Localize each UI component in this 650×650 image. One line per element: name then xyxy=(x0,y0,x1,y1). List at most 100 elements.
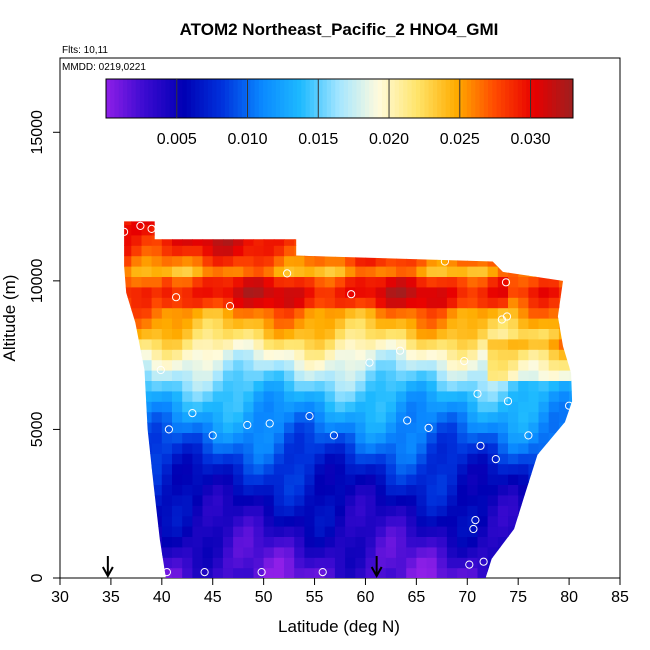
heatmap-cell xyxy=(385,224,397,236)
heatmap-cell xyxy=(558,515,570,527)
observation-point xyxy=(501,278,511,287)
heatmap-cell xyxy=(253,390,265,402)
heatmap-cell xyxy=(243,318,255,329)
observation-point xyxy=(502,312,512,321)
heatmap-cell xyxy=(212,276,224,288)
heatmap-cell xyxy=(233,567,244,578)
heatmap-cell xyxy=(253,370,265,381)
heatmap-cell xyxy=(182,245,193,257)
heatmap-cell xyxy=(304,432,316,444)
heatmap-cell xyxy=(416,297,428,309)
heatmap-cell xyxy=(212,422,224,433)
heatmap-cell xyxy=(212,567,224,578)
heatmap-cell xyxy=(284,390,295,402)
observation-point xyxy=(305,412,314,421)
heatmap-cell xyxy=(222,255,234,267)
heatmap-cell xyxy=(426,526,438,537)
heatmap-cell xyxy=(324,349,336,361)
heatmap-cell xyxy=(314,536,326,548)
heatmap-cell xyxy=(467,349,479,361)
heatmap-cell xyxy=(263,297,275,309)
heatmap-cell xyxy=(385,484,397,496)
heatmap-cell xyxy=(569,318,573,329)
heatmap-cell xyxy=(141,505,153,517)
heatmap-cell xyxy=(314,370,326,381)
heatmap-cell xyxy=(558,221,570,225)
heatmap-cell xyxy=(151,567,163,578)
heatmap-cell xyxy=(548,380,560,392)
heatmap-cell xyxy=(467,546,479,558)
heatmap-cell xyxy=(233,276,244,288)
heatmap-cell xyxy=(233,338,244,350)
heatmap-cell xyxy=(284,557,295,569)
heatmap-cell xyxy=(253,515,265,527)
heatmap-cell xyxy=(124,484,132,496)
heatmap-cell xyxy=(375,286,387,298)
observation-point xyxy=(469,524,478,534)
heatmap-cell xyxy=(548,484,560,496)
heatmap-cell xyxy=(416,567,428,578)
heatmap-cell xyxy=(477,432,489,444)
heatmap-cell xyxy=(528,557,540,569)
heatmap-cell xyxy=(243,276,255,288)
heatmap-cell xyxy=(304,453,316,465)
heatmap-cell xyxy=(569,484,573,496)
observation-point xyxy=(172,293,181,302)
heatmap-cell xyxy=(477,349,489,361)
heatmap-cell xyxy=(182,276,193,288)
heatmap-cell xyxy=(334,432,346,444)
heatmap-cell xyxy=(202,349,214,361)
heatmap-cell xyxy=(314,255,326,267)
heatmap-cell xyxy=(345,307,356,319)
heatmap-cell xyxy=(538,390,550,402)
heatmap-cell xyxy=(518,546,529,558)
heatmap-cell xyxy=(426,307,438,319)
heatmap-cell xyxy=(284,484,295,496)
colorbar-segment xyxy=(526,79,532,118)
heatmap-cell xyxy=(233,505,244,517)
heatmap-cell xyxy=(334,453,346,465)
observation-point xyxy=(156,365,165,375)
heatmap-cell xyxy=(141,245,153,257)
heatmap-cell xyxy=(508,245,519,257)
heatmap-cell xyxy=(284,245,295,257)
heatmap-cell xyxy=(273,453,285,465)
heatmap-cell xyxy=(497,224,509,236)
heatmap-cell xyxy=(304,422,316,433)
heatmap-cell xyxy=(569,221,573,225)
heatmap-cell xyxy=(355,297,367,309)
heatmap-cell xyxy=(141,453,153,465)
heatmap-cell xyxy=(487,526,499,537)
heatmap-cell xyxy=(345,276,356,288)
heatmap-cell xyxy=(569,380,573,392)
colorbar-segment xyxy=(398,79,404,118)
heatmap-cell xyxy=(243,536,255,548)
heatmap-cell xyxy=(304,245,316,257)
heatmap-cell xyxy=(548,422,560,433)
heatmap-cell xyxy=(436,328,448,340)
heatmap-cell xyxy=(355,432,367,444)
heatmap-cell xyxy=(497,307,509,319)
heatmap-cell xyxy=(487,484,499,496)
observation-point xyxy=(329,431,338,440)
heatmap-cell xyxy=(477,536,489,548)
heatmap-cell xyxy=(182,536,193,548)
heatmap-cell xyxy=(446,442,458,454)
heatmap-cell xyxy=(528,318,540,329)
heatmap-cell xyxy=(385,266,397,277)
heatmap-cell xyxy=(355,474,367,485)
heatmap-cell xyxy=(446,422,458,433)
heatmap-cell xyxy=(528,442,540,454)
heatmap-cell xyxy=(172,546,183,558)
heatmap-cell xyxy=(212,370,224,381)
heatmap-cell xyxy=(446,349,458,361)
heatmap-cell xyxy=(355,318,367,329)
heatmap-cell xyxy=(345,286,356,298)
heatmap-cell xyxy=(294,484,305,496)
heatmap-cell xyxy=(192,224,204,236)
heatmap-cell xyxy=(151,380,163,392)
heatmap-cell xyxy=(202,338,214,350)
heatmap-cell xyxy=(324,484,336,496)
heatmap-cell xyxy=(396,370,407,381)
heatmap-cell xyxy=(477,255,489,267)
